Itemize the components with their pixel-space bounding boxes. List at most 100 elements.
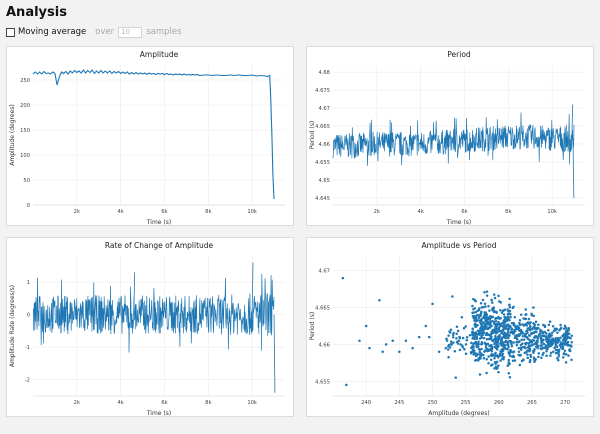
- scatter-point: [475, 335, 479, 339]
- scatter-point: [491, 339, 495, 343]
- scatter-point: [479, 302, 483, 305]
- y-tick-label: 4.645: [315, 196, 330, 202]
- series-line: [332, 112, 575, 166]
- scatter-point: [543, 325, 547, 329]
- scatter-point: [563, 333, 567, 336]
- scatter-point: [550, 334, 553, 337]
- scatter-point: [533, 348, 536, 351]
- scatter-point: [480, 310, 483, 313]
- scatter-point: [488, 325, 492, 328]
- scatter-point: [504, 317, 507, 321]
- scatter-point: [499, 350, 502, 353]
- samples-label: samples: [146, 27, 182, 37]
- scatter-point: [541, 353, 544, 356]
- scatter-point: [482, 357, 486, 360]
- scatter-point: [492, 331, 495, 334]
- scatter-point: [477, 316, 481, 320]
- scatter-point: [562, 352, 566, 355]
- scatter-point: [495, 310, 498, 314]
- scatter-point: [495, 322, 498, 326]
- period-chart-panel: Period 4.645 4.65 4.655 4.66 4.665 4.67 4.675 4.…: [306, 46, 594, 226]
- scatter-point: [484, 305, 487, 308]
- scatter-point: [487, 348, 491, 352]
- scatter-point: [517, 350, 521, 353]
- moving-average-checkbox[interactable]: [6, 27, 15, 37]
- scatter-point: [451, 295, 454, 298]
- scatter-point: [508, 340, 511, 343]
- scatter-point: [520, 338, 523, 342]
- scatter-point: [506, 343, 509, 346]
- scatter-point: [512, 350, 516, 353]
- scatter-point: [526, 331, 529, 334]
- scatter-point: [473, 337, 476, 341]
- series-line: [32, 69, 275, 200]
- scatter-point: [545, 332, 548, 335]
- scatter-point: [497, 364, 500, 367]
- scatter-point: [564, 361, 568, 364]
- scatter-point: [558, 338, 561, 342]
- scatter-point: [522, 338, 526, 341]
- scatter-point: [478, 373, 482, 376]
- scatter-point: [461, 336, 465, 340]
- scatter-point: [517, 346, 521, 350]
- amplitude-vs-period-chart[interactable]: Amplitude vs Period 4.655 4.66 4.665 4.67 240…: [307, 238, 595, 418]
- scatter-point: [526, 327, 530, 330]
- scatter-point: [509, 312, 512, 316]
- period-chart[interactable]: Period 4.645 4.65 4.655 4.66 4.665 4.67 4.675 4.…: [307, 47, 595, 227]
- scatter-point: [526, 356, 529, 360]
- scatter-point: [487, 317, 491, 321]
- scatter-point: [483, 314, 486, 318]
- scatter-point: [521, 342, 524, 345]
- scatter-point: [508, 354, 512, 357]
- scatter-point: [512, 355, 516, 359]
- scatter-point: [524, 343, 527, 346]
- scatter-point: [548, 335, 552, 339]
- scatter-point: [502, 335, 506, 338]
- scatter-point: [480, 306, 484, 309]
- scatter-point: [485, 294, 489, 297]
- moving-average-label: Moving average: [18, 27, 87, 37]
- x-tick-label: 10k: [247, 400, 257, 406]
- scatter-point: [489, 315, 493, 319]
- scatter-point: [479, 357, 482, 360]
- scatter-point: [518, 340, 521, 343]
- scatter-point: [515, 341, 519, 344]
- scatter-point: [462, 327, 466, 330]
- scatter-point: [498, 324, 502, 328]
- scatter-point: [477, 342, 480, 346]
- scatter-point: [552, 350, 555, 353]
- rate-of-change-chart[interactable]: Rate of Change of Amplitude -2 -1 0 1 2k 4k 6k 8…: [7, 238, 295, 418]
- scatter-point: [541, 338, 545, 342]
- window-size-input[interactable]: [118, 26, 143, 38]
- scatter-point: [480, 336, 483, 339]
- scatter-point: [494, 325, 497, 329]
- scatter-point: [448, 346, 452, 349]
- amplitude-chart[interactable]: Amplitude 0 50 100 150 200 250 2k 4k 6k 8k 10k Time …: [7, 47, 295, 227]
- scatter-point: [471, 327, 475, 330]
- scatter-point: [536, 337, 540, 340]
- x-tick-label: 6k: [461, 209, 467, 215]
- scatter-point: [484, 344, 488, 347]
- scatter-point: [381, 350, 384, 354]
- scatter-point: [473, 322, 477, 325]
- scatter-point: [570, 358, 573, 362]
- scatter-point: [497, 294, 500, 298]
- scatter-point: [463, 347, 466, 351]
- scatter-point: [568, 349, 572, 353]
- series-spike: [273, 314, 276, 393]
- y-tick-label: 4.655: [315, 160, 330, 166]
- scatter-point: [544, 345, 547, 349]
- scatter-point: [519, 348, 523, 351]
- scatter-point: [532, 356, 536, 360]
- scatter-point: [486, 342, 490, 346]
- scatter-point: [455, 340, 459, 344]
- series-spike: [572, 138, 575, 198]
- scatter-point: [531, 338, 534, 342]
- y-tick-label: 4.68: [318, 70, 330, 76]
- scatter-point: [507, 352, 511, 355]
- scatter-point: [448, 330, 451, 333]
- scatter-point: [567, 327, 571, 330]
- scatter-point: [497, 370, 500, 374]
- scatter-point: [477, 340, 480, 344]
- scatter-point: [477, 345, 480, 348]
